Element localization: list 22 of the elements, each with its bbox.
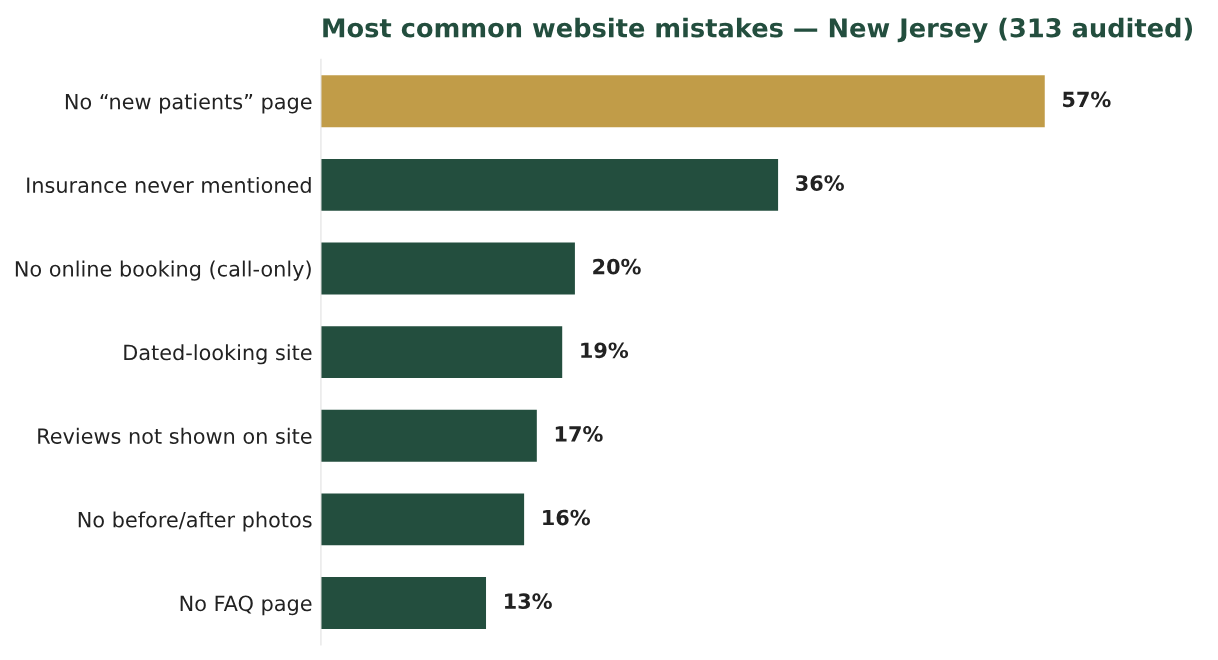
data-label: 20%: [593, 258, 641, 275]
data-label: 19%: [581, 342, 629, 359]
bar: [320, 577, 487, 629]
y-tick-label: Insurance never mentioned: [27, 176, 311, 194]
y-tick-label: Reviews not shown on site: [38, 427, 312, 444]
data-label: 13%: [505, 593, 552, 610]
y-tick-label: No before/after photos: [78, 511, 312, 532]
bar: [320, 158, 779, 211]
y-tick-label: Dated-looking site: [124, 344, 312, 365]
data-label: 57%: [1063, 91, 1111, 108]
bar: [320, 75, 1045, 128]
data-label: 36%: [796, 175, 844, 191]
bar: [320, 326, 563, 379]
y-tick-label: No online booking (call-only): [15, 260, 311, 281]
data-label: 16%: [543, 509, 590, 526]
data-label: 17%: [555, 426, 603, 442]
y-tick-label: No FAQ page: [180, 595, 312, 616]
bar: [320, 493, 525, 546]
chart-title: Most common website mistakes — New Jersey (313 audited): [323, 17, 1193, 43]
bar: [320, 409, 537, 462]
y-tick-label: No “new patients” page: [65, 93, 312, 114]
bar: [320, 242, 575, 295]
